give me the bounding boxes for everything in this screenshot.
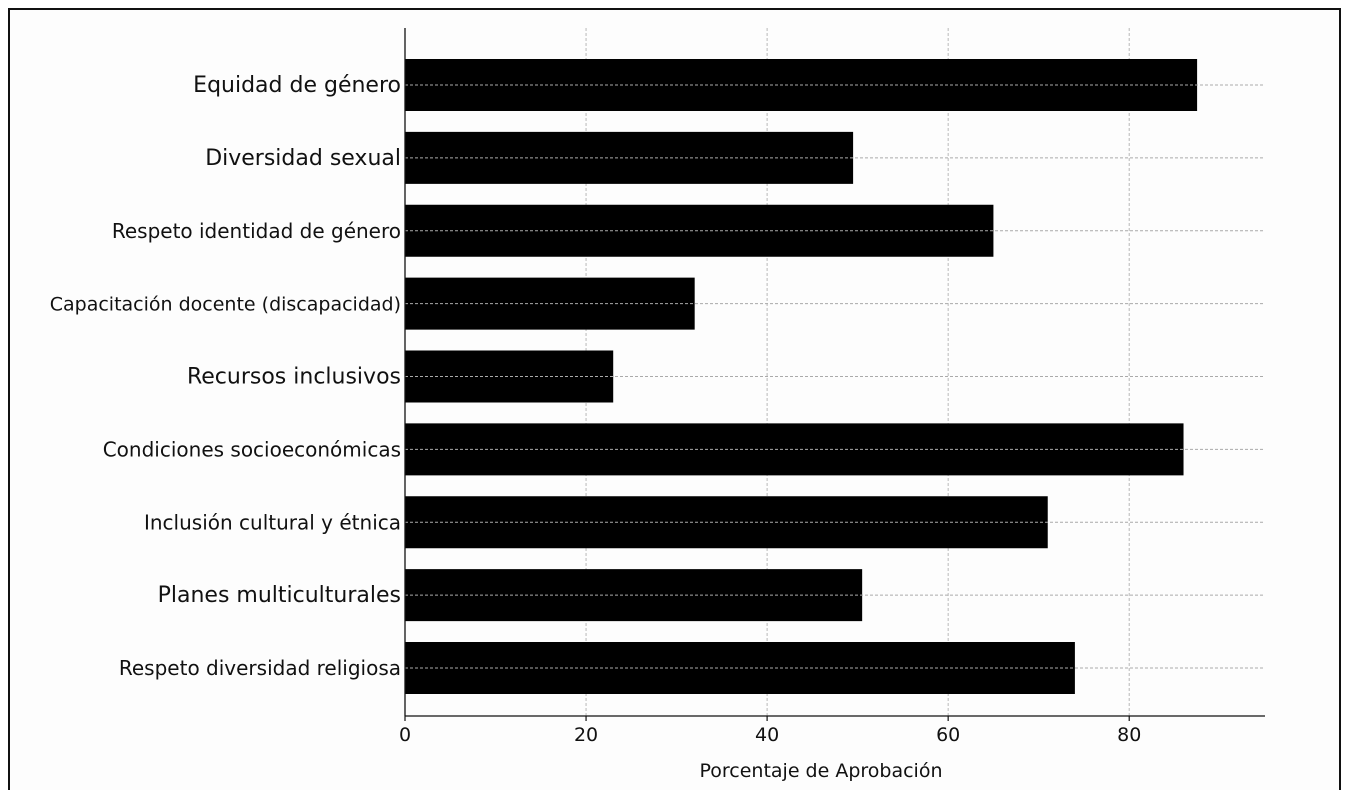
x-tick-label: 40 <box>755 724 779 746</box>
category-label: Condiciones socioeconómicas <box>103 437 401 461</box>
bar <box>405 423 1184 476</box>
category-label: Respeto identidad de género <box>112 219 401 243</box>
x-ticks: 0 20 40 60 80 <box>399 716 1141 746</box>
category-label: Respeto diversidad religiosa <box>119 656 401 680</box>
x-axis-title: Porcentaje de Aprobación <box>699 760 942 782</box>
category-label: Equidad de género <box>193 73 401 98</box>
category-label: Recursos inclusivos <box>187 365 401 390</box>
x-tick-label: 0 <box>399 724 411 746</box>
category-label: Capacitación docente (discapacidad) <box>50 294 401 316</box>
category-label: Inclusión cultural y étnica <box>144 510 401 534</box>
x-tick-label: 20 <box>574 724 598 746</box>
bar <box>405 131 854 184</box>
bar <box>405 569 863 622</box>
x-tick-label: 80 <box>1117 724 1141 746</box>
horizontal-gridlines <box>405 84 1265 669</box>
axes <box>404 28 1265 717</box>
category-labels: Equidad de género Diversidad sexual Respet… <box>50 73 401 680</box>
category-label: Diversidad sexual <box>205 146 401 171</box>
x-tick-label: 60 <box>936 724 960 746</box>
bar <box>405 350 614 403</box>
category-label: Planes multiculturales <box>158 583 401 608</box>
